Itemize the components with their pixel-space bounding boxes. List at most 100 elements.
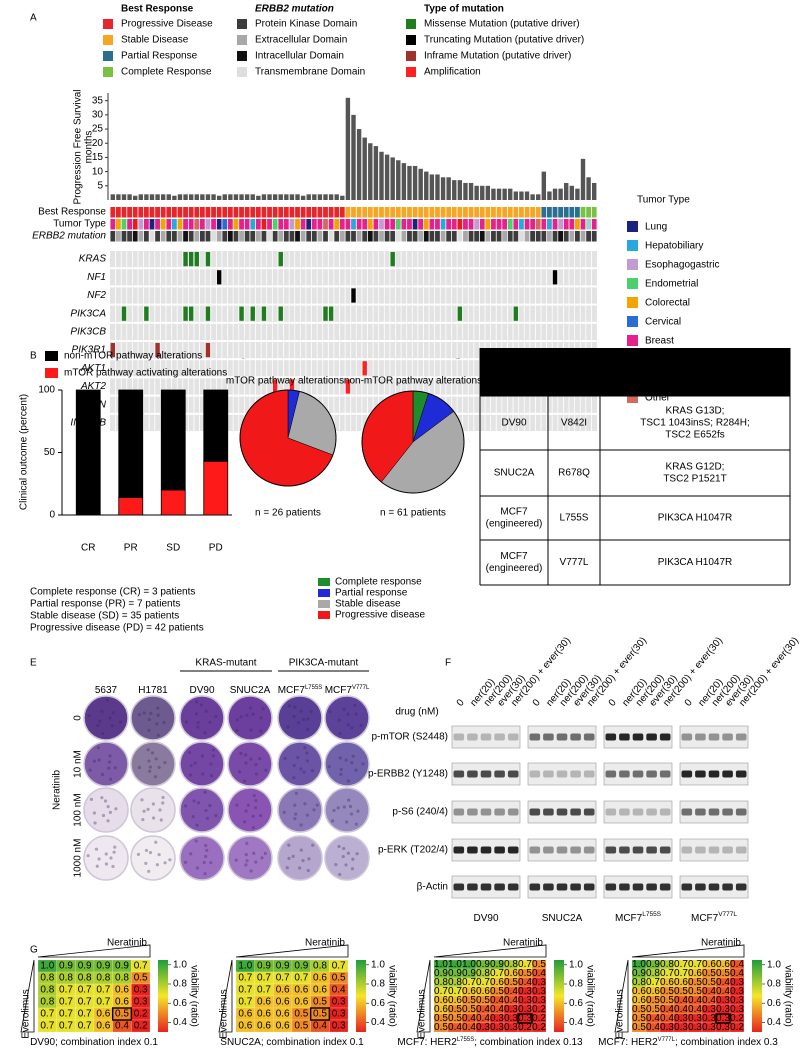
y-tick-label: 0 (49, 510, 55, 521)
colorbar-label: viability (ratio) (782, 965, 793, 1027)
band (619, 770, 630, 778)
band (735, 808, 747, 816)
table-header: mutation (553, 373, 595, 384)
track-cell (563, 231, 569, 242)
cell-label: 0.6 (476, 986, 490, 997)
colony (148, 769, 152, 773)
cell-label: 0.5 (660, 995, 674, 1006)
track-cell (261, 207, 267, 218)
group-label: KRAS-mutant (195, 658, 256, 669)
track-cell (149, 207, 155, 218)
track-cell (283, 207, 289, 218)
bar (373, 146, 379, 200)
bar (155, 194, 160, 200)
bar (446, 177, 451, 200)
table-cell: R678Q (558, 468, 590, 479)
colony (356, 809, 360, 813)
band (543, 883, 554, 891)
track-cell (267, 207, 272, 218)
cell-label: 0.9 (448, 968, 462, 979)
bar (519, 191, 524, 200)
legend-swatch (406, 67, 416, 77)
band (646, 770, 657, 778)
colony (107, 766, 111, 770)
colony (353, 703, 357, 707)
colony (87, 714, 91, 718)
track-cell (166, 219, 172, 230)
track-cell (547, 231, 552, 242)
colony (306, 728, 310, 732)
cell-label: 0.4 (332, 985, 346, 996)
heatmap-cell (37, 1019, 57, 1033)
cell-label: 0.4 (702, 995, 716, 1006)
gene-row (110, 251, 597, 268)
track-cell (351, 207, 356, 218)
track-cell (188, 231, 194, 242)
legend-label: Stable Disease (121, 35, 189, 46)
track-cell (463, 219, 468, 230)
plate (277, 835, 323, 881)
bar (211, 194, 216, 200)
cell-label: 0.4 (476, 1004, 490, 1015)
bar (222, 194, 227, 200)
bar (284, 194, 289, 200)
cell-line-label-main: MCF7 (615, 913, 643, 924)
track-cell (457, 231, 463, 242)
colony (350, 726, 354, 730)
colony (244, 761, 248, 765)
bar (300, 195, 306, 200)
bar (228, 194, 233, 200)
colony (315, 803, 319, 807)
track-cell (345, 219, 351, 230)
y-tick-label: 25 (92, 124, 104, 135)
table-cell: PIK3CA H1047R (658, 513, 733, 524)
track-cell (199, 231, 205, 242)
cell-label: 0.5 (632, 1022, 646, 1033)
track-cell (479, 207, 485, 218)
colony (155, 863, 159, 867)
track-cell (474, 219, 480, 230)
cell-label: 0.6 (674, 977, 688, 988)
band (619, 733, 630, 741)
track-cell (149, 219, 155, 230)
cell-label: 0.4 (313, 1021, 327, 1032)
x-tick-label: SD (166, 543, 180, 554)
bar (340, 195, 345, 200)
cell-label: 0.5 (462, 995, 476, 1006)
band (681, 808, 693, 816)
everolimus-wedge (20, 959, 35, 1033)
colony (245, 841, 249, 845)
legend-label: Progressive disease (335, 610, 425, 621)
colony (156, 706, 160, 710)
track-cell (306, 207, 312, 218)
colony (183, 860, 188, 864)
mutation (345, 379, 351, 394)
track-cell (519, 207, 524, 218)
lane-label: 0 (455, 697, 467, 709)
cell-label: 0.5 (504, 977, 518, 988)
bar (379, 151, 384, 200)
bar (384, 154, 390, 200)
colony (235, 803, 239, 807)
bar (480, 185, 485, 200)
colony (346, 779, 350, 783)
colony (157, 765, 161, 769)
colony (208, 720, 212, 724)
table-cell: V777L (560, 557, 589, 568)
colorbar-tick-label: 0.6 (173, 998, 187, 1009)
colony (299, 823, 303, 827)
track-cell (127, 207, 132, 218)
colony (89, 797, 94, 801)
colony (244, 753, 248, 757)
track-cell (143, 231, 149, 242)
colorbar-tick-label: 0.4 (569, 1017, 583, 1028)
cell-label: 0.3 (532, 986, 546, 997)
track-cell (323, 231, 328, 242)
band (556, 846, 568, 854)
band (659, 733, 671, 741)
colony (252, 794, 256, 798)
y-axis-label: Progression Free Survival (73, 89, 84, 204)
cell-label: 0.9 (490, 959, 504, 970)
colorbar-tick-label: 0.8 (173, 979, 187, 990)
colony (294, 812, 298, 816)
